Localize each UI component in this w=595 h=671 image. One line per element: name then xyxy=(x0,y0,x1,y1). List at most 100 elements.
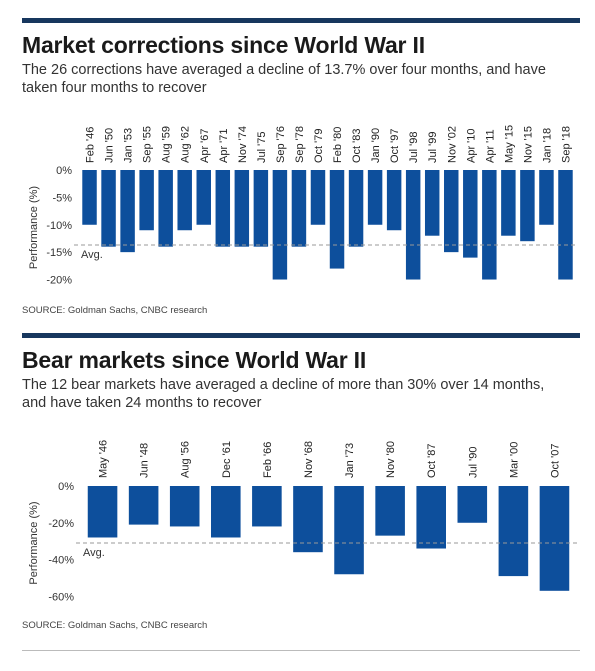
category-label: Jul '75 xyxy=(256,132,268,163)
category-label: Nov '02 xyxy=(446,126,458,163)
bar xyxy=(252,486,282,527)
category-label: Jan '53 xyxy=(123,128,135,163)
category-label: Aug '56 xyxy=(180,441,192,478)
category-label: Aug '62 xyxy=(180,126,192,163)
category-label: Apr '71 xyxy=(218,128,230,163)
category-label: Oct '97 xyxy=(389,128,401,163)
bar xyxy=(501,170,516,236)
bar xyxy=(211,486,241,538)
bar xyxy=(253,170,269,247)
bear-markets-top-rule xyxy=(22,333,580,338)
bar xyxy=(558,170,573,280)
category-label: Oct '07 xyxy=(549,443,561,478)
average-label: Avg. xyxy=(81,249,103,261)
category-label: Feb '46 xyxy=(85,127,97,163)
corrections-title: Market corrections since World War II xyxy=(22,32,425,58)
category-label: Aug '59 xyxy=(161,126,173,163)
bar xyxy=(416,486,446,549)
category-label: Apr '67 xyxy=(199,128,211,163)
corrections-source: SOURCE: Goldman Sachs, CNBC research xyxy=(22,305,208,316)
bear-markets-source: SOURCE: Goldman Sachs, CNBC research xyxy=(22,620,208,631)
category-label: Jan '73 xyxy=(344,443,356,478)
bar xyxy=(101,170,116,247)
y-tick-label: -60% xyxy=(48,591,74,603)
y-tick-label: -20% xyxy=(46,275,72,287)
bar xyxy=(520,170,535,242)
corrections-subtitle: The 26 corrections have averaged a decli… xyxy=(22,62,546,96)
y-tick-label: 0% xyxy=(56,165,72,177)
bar xyxy=(386,170,402,231)
bar xyxy=(539,170,554,225)
category-label: Oct '79 xyxy=(313,128,325,163)
bar xyxy=(405,170,421,280)
bar xyxy=(348,170,364,247)
category-label: Dec '61 xyxy=(221,441,233,478)
category-label: Jul '99 xyxy=(427,132,439,163)
average-label: Avg. xyxy=(83,547,105,559)
category-label: Jan '90 xyxy=(370,128,382,163)
category-label: Oct '83 xyxy=(351,128,363,163)
category-label: Jul '90 xyxy=(467,447,479,478)
category-label: Feb '66 xyxy=(262,442,274,478)
corrections-panel: Market corrections since World War II Th… xyxy=(22,18,580,97)
category-label: Nov '68 xyxy=(303,441,315,478)
category-label: Apr '11 xyxy=(484,129,496,163)
bar xyxy=(291,170,307,247)
bar xyxy=(169,486,200,527)
bar xyxy=(215,170,231,247)
bar xyxy=(177,170,192,231)
y-tick-label: -40% xyxy=(48,555,74,567)
bar xyxy=(128,486,159,525)
category-label: Sep '76 xyxy=(275,126,287,163)
bottom-divider xyxy=(22,650,580,651)
bar xyxy=(498,486,529,577)
y-tick-label: -20% xyxy=(48,518,74,530)
category-label: Nov '74 xyxy=(237,126,249,163)
category-label: Jun '50 xyxy=(104,128,116,163)
y-tick-label: -5% xyxy=(52,192,72,204)
category-label: Jun '48 xyxy=(139,443,151,478)
corrections-top-rule xyxy=(22,18,580,23)
bar xyxy=(334,486,364,575)
category-label: Mar '00 xyxy=(508,442,520,478)
category-label: Oct '87 xyxy=(426,443,438,478)
category-label: Sep '78 xyxy=(294,126,306,163)
category-label: Sep '18 xyxy=(560,126,572,163)
y-tick-label: 0% xyxy=(58,481,74,493)
category-label: Nov '15 xyxy=(522,126,534,163)
category-label: Apr '10 xyxy=(465,128,477,163)
y-axis-label: Performance (%) xyxy=(28,186,40,269)
bar xyxy=(87,486,118,538)
category-label: Nov '80 xyxy=(385,441,397,478)
category-label: Jan '18 xyxy=(541,128,553,163)
y-tick-label: -15% xyxy=(46,247,72,259)
bar xyxy=(375,486,405,536)
bear-markets-subtitle: The 12 bear markets have averaged a decl… xyxy=(22,377,545,411)
bear-markets-panel: Bear markets since World War II The 12 b… xyxy=(22,333,580,412)
bear-markets-title: Bear markets since World War II xyxy=(22,347,367,373)
category-label: Feb '80 xyxy=(332,127,344,163)
bar xyxy=(482,170,497,280)
category-label: Jul '98 xyxy=(408,132,420,163)
bar xyxy=(196,170,211,225)
bar xyxy=(329,170,345,269)
bar xyxy=(158,170,173,247)
y-tick-label: -10% xyxy=(46,220,72,232)
bar xyxy=(234,170,250,247)
bar xyxy=(444,170,459,253)
y-axis-label: Performance (%) xyxy=(28,501,40,584)
bar xyxy=(272,170,288,280)
bar xyxy=(457,486,488,523)
category-label: May '46 xyxy=(98,440,110,478)
bar xyxy=(424,170,440,236)
bar xyxy=(293,486,323,553)
bar xyxy=(139,170,154,231)
category-label: May '15 xyxy=(503,125,515,163)
bar xyxy=(310,170,326,225)
bar xyxy=(463,170,478,258)
bar xyxy=(367,170,383,225)
category-label: Sep '55 xyxy=(142,126,154,163)
bar xyxy=(539,486,570,591)
